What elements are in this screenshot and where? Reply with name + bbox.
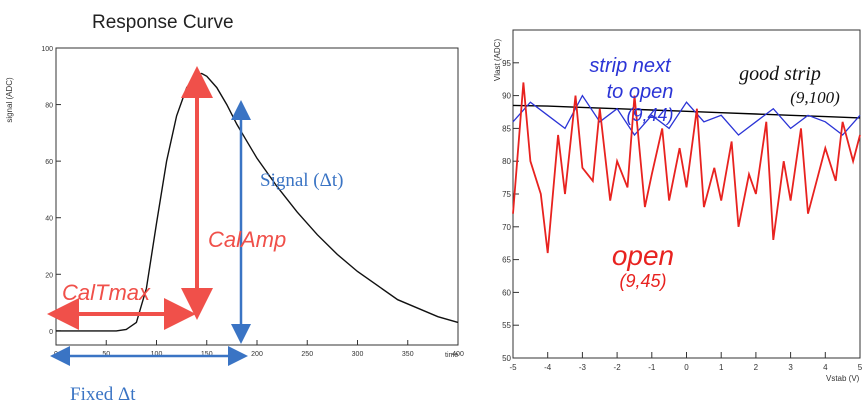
right-y-tick-label: 75	[502, 190, 511, 199]
left-y-tick-label: 20	[45, 272, 53, 279]
left-y-tick-label: 40	[45, 216, 53, 223]
left-y-tick-label: 60	[45, 159, 53, 166]
left-chart: Response Curve 0 50 100 150 200 250 300 350 4000…	[5, 12, 464, 405]
right-x-tick-label: 0	[684, 363, 689, 372]
right-x-tick-label: -2	[614, 363, 622, 372]
next-to-open-coords: (9,44)	[626, 105, 673, 125]
next-to-open-label-line1: strip next	[589, 55, 672, 77]
right-plot-frame	[512, 29, 861, 359]
left-y-tick-label: 100	[41, 46, 53, 53]
right-x-tick-label: -5	[509, 363, 517, 372]
right-x-tick-label: 2	[754, 363, 759, 372]
left-y-axis-label: signal (ADC)	[5, 77, 14, 123]
left-x-tick-label: 300	[352, 351, 364, 358]
right-x-tick-label: 4	[823, 363, 828, 372]
open-coords: (9,45)	[619, 271, 666, 291]
right-y-tick-label: 65	[502, 256, 511, 265]
left-x-tick-label: 350	[402, 351, 414, 358]
right-y-tick-label: 95	[502, 59, 511, 68]
left-x-tick-label: 200	[251, 351, 263, 358]
good-strip-line	[512, 104, 861, 119]
right-y-tick-label: 50	[502, 354, 511, 363]
good-strip-label: good strip	[739, 63, 821, 85]
right-x-axis-label: Vstab (V)	[826, 374, 860, 383]
open-label: open	[612, 240, 674, 271]
right-x-tick-label: 3	[788, 363, 793, 372]
left-x-tick-label: 400	[452, 351, 464, 358]
right-x-tick-label: 1	[719, 363, 724, 372]
right-y-axis-label: Vlast (ADC)	[493, 39, 502, 82]
right-y-tick-label: 80	[502, 157, 511, 166]
left-x-tick-label: 0	[54, 351, 58, 358]
calamp-label: CalAmp	[208, 227, 286, 252]
right-y-tick-label: 55	[502, 321, 511, 330]
right-x-tick-label: -1	[648, 363, 656, 372]
right-y-tick-label: 70	[502, 223, 511, 232]
caltmax-label: CalTmax	[62, 280, 151, 305]
right-x-tick-label: -4	[544, 363, 552, 372]
next-to-open-label-line2: to open	[607, 81, 674, 103]
right-x-tick-label: 5	[858, 363, 863, 372]
open-strip-line	[512, 82, 861, 254]
right-x-tick-label: -3	[579, 363, 587, 372]
signal-dt-label: Signal (Δt)	[260, 170, 343, 191]
next-to-open-line	[512, 94, 861, 137]
left-y-tick-label: 80	[45, 103, 53, 110]
good-strip-coords: (9,100)	[790, 88, 840, 107]
left-y-tick-label: 0	[49, 329, 53, 336]
left-x-tick-label: 250	[301, 351, 313, 358]
left-x-axis-label: time	[445, 352, 458, 359]
right-y-tick-label: 90	[502, 92, 511, 101]
left-chart-title: Response Curve	[92, 12, 234, 33]
right-y-tick-label: 85	[502, 124, 511, 133]
fixed-dt-label: Fixed Δt	[70, 384, 136, 405]
right-y-tick-label: 60	[502, 288, 511, 297]
